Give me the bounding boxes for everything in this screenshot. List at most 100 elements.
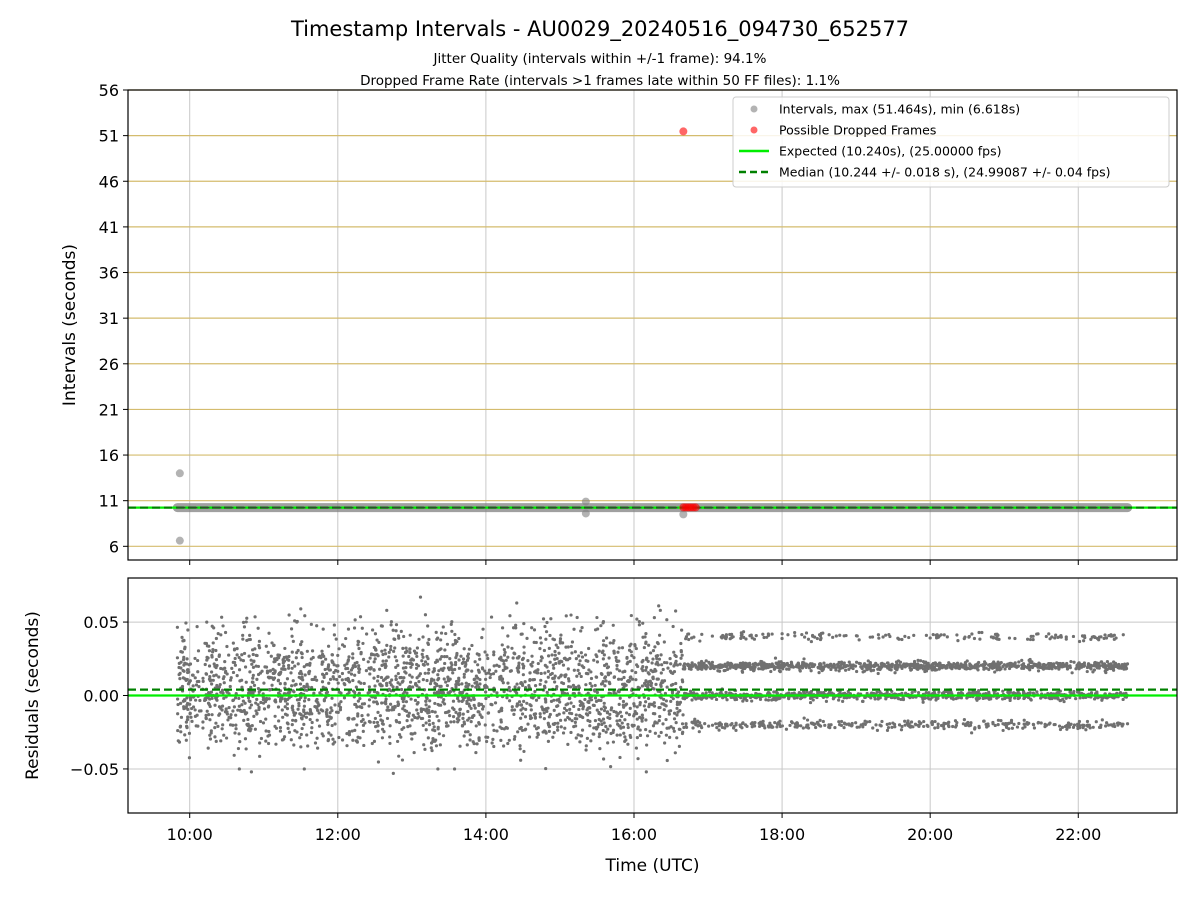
- residual-point: [627, 713, 631, 717]
- residual-point: [674, 609, 678, 613]
- residual-point: [686, 632, 690, 636]
- residual-point: [622, 731, 626, 735]
- residual-point: [425, 696, 429, 701]
- residual-point: [897, 637, 901, 641]
- residual-point: [885, 722, 889, 726]
- residual-point: [617, 646, 621, 650]
- residual-point: [387, 655, 391, 659]
- residual-point: [239, 658, 243, 662]
- residual-point: [368, 672, 372, 676]
- residual-point: [324, 691, 328, 695]
- residual-point: [290, 634, 294, 638]
- residual-point: [255, 697, 259, 701]
- residual-point: [546, 739, 551, 743]
- residual-point: [219, 690, 223, 694]
- residual-point: [1039, 696, 1043, 700]
- residual-point: [210, 670, 214, 674]
- residual-point: [561, 663, 566, 667]
- residual-point: [332, 670, 336, 675]
- residual-point: [316, 746, 320, 750]
- residual-point: [1125, 722, 1130, 726]
- residual-point: [530, 626, 534, 630]
- residual-point: [386, 675, 390, 679]
- residual-point: [483, 723, 487, 727]
- residual-point: [612, 651, 616, 655]
- residual-point: [689, 667, 693, 671]
- residual-outlier-point: [657, 604, 661, 608]
- residual-point: [356, 699, 360, 703]
- residual-point: [729, 661, 733, 665]
- residual-point: [761, 632, 765, 636]
- residual-point: [926, 667, 930, 671]
- residual-point: [860, 699, 865, 703]
- residual-point: [778, 669, 782, 673]
- residual-point: [235, 653, 239, 657]
- residual-point: [321, 709, 325, 713]
- residual-point: [411, 685, 415, 689]
- residual-point: [841, 666, 845, 670]
- residual-point: [803, 635, 807, 639]
- residual-point: [579, 651, 583, 655]
- residual-point: [853, 664, 858, 668]
- residual-point: [1078, 726, 1082, 730]
- residual-point: [683, 697, 687, 701]
- residual-point: [924, 660, 928, 664]
- residual-point: [771, 725, 775, 729]
- residual-point: [410, 718, 414, 722]
- residual-point: [992, 663, 996, 667]
- residual-point: [383, 677, 387, 681]
- residual-point: [802, 661, 806, 665]
- residual-point: [515, 666, 519, 670]
- residual-point: [315, 736, 319, 740]
- residual-point: [187, 670, 191, 674]
- residual-point: [320, 662, 324, 666]
- residual-point: [185, 657, 189, 661]
- residual-point: [503, 665, 507, 669]
- residual-point: [221, 677, 225, 681]
- residual-point: [179, 715, 184, 719]
- residual-point: [234, 727, 238, 731]
- residual-point: [457, 699, 461, 703]
- residual-point: [579, 674, 583, 679]
- residual-point: [220, 727, 224, 731]
- residual-point: [884, 633, 888, 637]
- residual-point: [644, 632, 648, 636]
- residual-point: [358, 736, 362, 740]
- residual-point: [318, 654, 322, 658]
- residual-point: [515, 682, 519, 686]
- residual-point: [267, 697, 271, 701]
- residual-point: [793, 634, 797, 638]
- residual-point: [557, 676, 561, 680]
- residual-point: [487, 668, 492, 672]
- residual-point: [287, 663, 291, 668]
- residual-point: [396, 634, 401, 638]
- residual-point: [355, 723, 359, 727]
- residual-point: [558, 700, 562, 704]
- residual-point: [465, 743, 469, 747]
- residual-point: [555, 713, 559, 717]
- residual-point: [596, 627, 600, 631]
- residual-point: [662, 697, 666, 701]
- x-tick-label: 22:00: [1055, 825, 1101, 844]
- residual-point: [258, 719, 263, 724]
- residual-point: [602, 701, 606, 705]
- residual-point: [978, 637, 982, 641]
- residual-point: [893, 725, 897, 729]
- residual-point: [425, 678, 429, 683]
- residual-point: [598, 732, 602, 736]
- residual-point: [730, 632, 734, 636]
- residual-point: [495, 663, 499, 667]
- residual-point: [504, 658, 508, 662]
- residual-point: [618, 696, 622, 700]
- residual-point: [671, 726, 676, 730]
- residual-point: [601, 643, 606, 647]
- residual-point: [308, 717, 312, 722]
- residual-point: [761, 665, 765, 669]
- residual-point: [845, 664, 849, 668]
- residual-point: [277, 719, 281, 723]
- residual-point: [510, 708, 514, 712]
- residual-point: [646, 685, 650, 689]
- residual-point: [806, 637, 811, 641]
- residual-point: [357, 646, 361, 651]
- residual-point: [399, 735, 403, 739]
